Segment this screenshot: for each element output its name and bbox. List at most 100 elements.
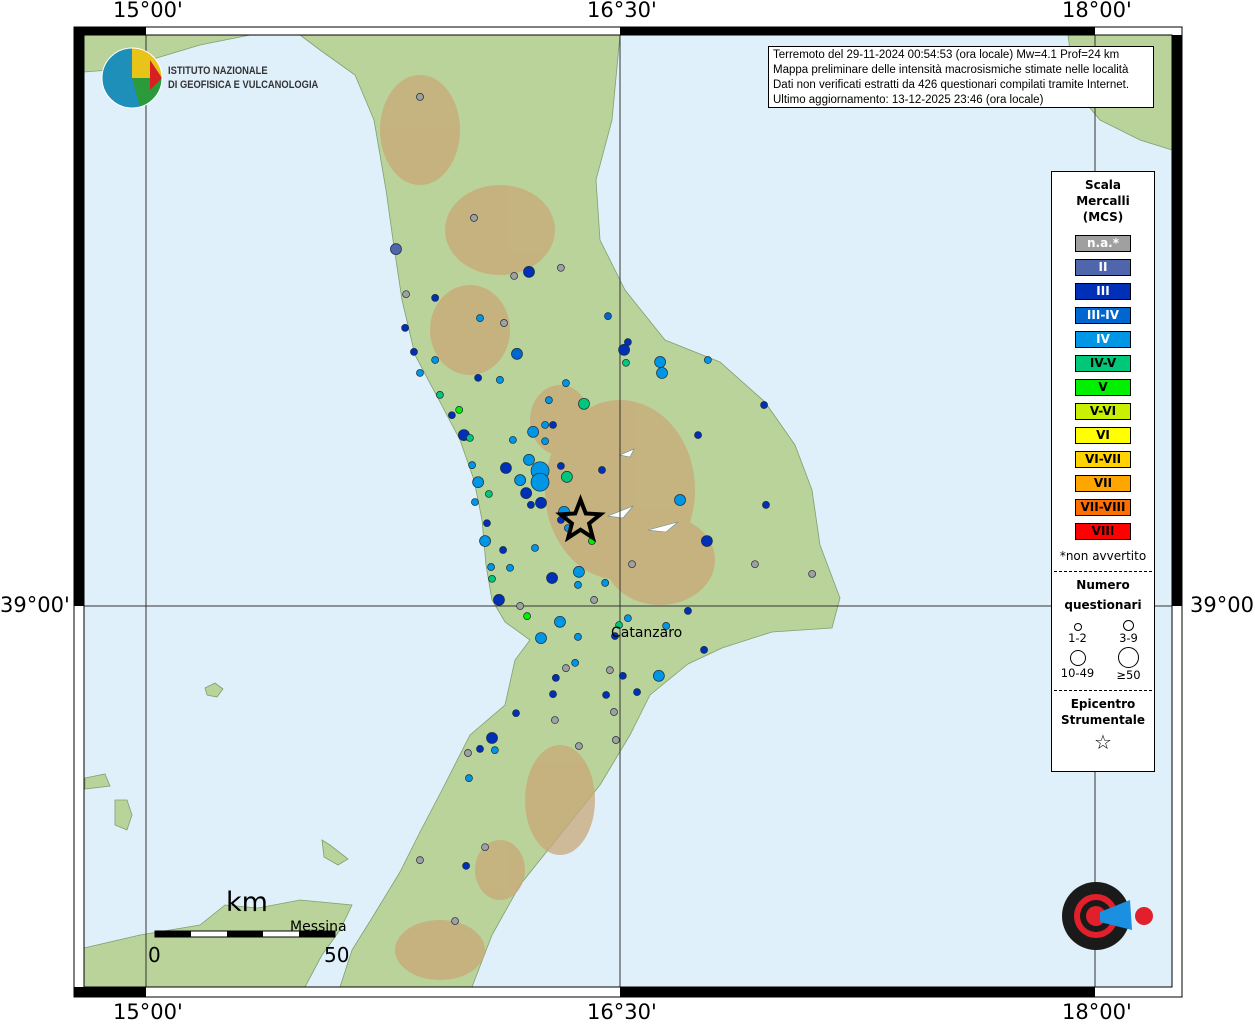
intensity-point-III [684,607,692,615]
intensity-point-IV [431,356,439,364]
intensity-point-IV [416,369,424,377]
intensity-point-III [448,411,456,420]
intensity-point-IV [574,633,582,641]
intensity-point-III [552,674,560,682]
ingv-logo-icon [101,47,163,109]
intensity-point-II [390,243,402,255]
legend-count-title-line: Numero [1076,578,1130,592]
ingv-logo-text: ISTITUTO NAZIONALE DI GEOFISICA E VULCAN… [168,64,318,92]
intensity-point-IV [472,476,484,489]
intensity-point-na [575,742,583,750]
lon-tick-bottom-1500: 15°00' [113,1000,183,1024]
intensity-point-III [535,497,547,509]
legend-epicenter-title: Epicentro Strumentale [1052,696,1154,728]
legend-title-line: Scala [1084,178,1122,192]
legend-epicenter-line: Epicentro [1070,697,1136,711]
intensity-point-III [602,691,610,699]
lon-tick-top-1500: 15°00' [113,0,183,22]
intensity-point-IV [509,436,517,444]
intensity-point-IV [530,472,550,492]
intensity-point-III [618,671,627,680]
intensity-point-IV [571,658,579,667]
intensity-points [390,93,816,925]
scale-unit: km [226,887,268,918]
intensity-point-IV [506,563,514,572]
scale-end: 50 [324,943,350,967]
size-10-49: 10-49 [1052,647,1103,682]
intensity-point-IV [653,669,665,682]
epicenter-star-icon [555,494,606,543]
intensity-point-na [464,749,472,757]
intensity-point-III [476,745,484,753]
legend-epicenter-line: Strumentale [1060,713,1146,727]
intensity-point-IV [527,425,539,438]
intensity-point-III [493,594,505,606]
haisentito-logo-icon [1062,882,1153,950]
intensity-point-IV [562,379,570,387]
ingv-line1: ISTITUTO NAZIONALE [168,65,268,77]
intensity-point-na [481,843,489,852]
intensity-point-IV [476,314,484,322]
intensity-point-na [751,560,759,569]
ingv-line2: DI GEOFISICA E VULCANOLOGIA [168,79,319,91]
lon-tick-bottom-1630: 16°30' [587,1000,657,1024]
size-50-plus: ≥50 [1103,647,1154,682]
intensity-point-IV [468,461,476,469]
intensity-point-IV [656,367,668,379]
intensity-point-III [462,861,470,870]
legend-title-line: Mercalli [1076,194,1130,208]
legend-title: Scala Mercalli (MCS) [1052,177,1154,225]
intensity-point-IV [654,356,666,368]
lat-tick-left-3900: 39°00' [0,593,70,617]
intensity-point-IVV [488,574,496,583]
intensity-point-IV [541,437,549,446]
intensity-point-III [611,632,619,640]
intensity-point-III [483,519,491,528]
map-description-line: Mappa preliminare delle intensità macros… [773,64,1129,76]
intensity-point-III [512,709,520,718]
intensity-point-III [474,373,482,382]
place-messina: Messina [290,919,347,935]
intensity-point-III [527,501,535,509]
legend-divider [1054,690,1152,691]
scale-bar [154,930,336,938]
intensity-point-na [590,596,598,604]
intensity-point-III [499,546,507,554]
intensity-point-IV [471,498,479,506]
intensity-point-IV [514,474,526,486]
size-1-2: 1-2 [1052,617,1103,645]
intensity-point-V [523,612,531,621]
last-update-line: Ultimo aggiornamento: 13-12-2025 23:46 (… [773,94,1044,106]
intensity-point-IV [662,622,670,630]
intensity-point-IVV [485,490,493,498]
intensity-point-na [557,263,565,272]
intensity-point-IV [535,632,547,644]
intensity-point-na [808,570,816,578]
size-label: 1-2 [1068,631,1087,645]
legend-swatch-II: II [1075,259,1131,276]
intensity-point-III [523,266,535,278]
place-catanzaro: Catanzaro [611,625,683,641]
intensity-point-IV [601,579,609,587]
intensity-point-III [431,293,439,302]
intensity-point-IV [479,535,491,547]
event-info-line: Terremoto del 29-11-2024 00:54:53 (ora l… [773,49,1120,61]
lon-tick-top-1800: 18°00' [1062,0,1132,22]
intensity-point-na [516,602,524,610]
intensity-point-na [416,856,424,865]
intensity-point-III [598,466,606,474]
intensity-point-IVV [615,621,623,629]
legend-count-sizes: 1-2 3-9 10-49 ≥50 [1052,617,1154,682]
intensity-point-IIIIV [604,312,612,320]
intensity-point-IV [531,544,539,552]
intensity-point-III [520,487,532,499]
intensity-point-III [762,501,770,509]
intensity-point-III [700,645,708,654]
legend-count-title: Numero questionari [1052,577,1154,613]
legend-swatch-na: n.a.* [1075,235,1131,252]
intensity-point-na [628,560,636,569]
intensity-point-IIIIV [511,348,523,360]
aeolian-islands [84,682,349,866]
intensity-point-na [402,290,410,299]
intensity-point-V [455,406,464,414]
